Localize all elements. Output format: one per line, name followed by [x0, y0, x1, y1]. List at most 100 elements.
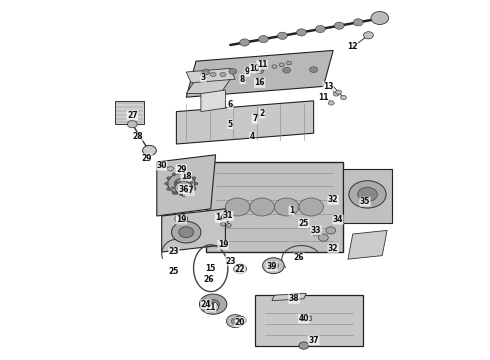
- Text: 29: 29: [176, 165, 187, 174]
- Circle shape: [175, 181, 193, 194]
- Circle shape: [168, 167, 173, 171]
- Text: 20: 20: [235, 318, 245, 327]
- Text: 14: 14: [215, 213, 226, 222]
- Text: 23: 23: [169, 248, 179, 256]
- Circle shape: [240, 39, 249, 46]
- Text: 27: 27: [127, 111, 138, 120]
- Text: 1: 1: [289, 206, 294, 215]
- Circle shape: [299, 342, 309, 349]
- Circle shape: [172, 173, 176, 176]
- Text: 30: 30: [156, 161, 167, 170]
- Circle shape: [187, 173, 191, 176]
- Text: 18: 18: [181, 172, 192, 181]
- Text: 9: 9: [245, 68, 250, 77]
- Circle shape: [179, 171, 183, 174]
- Polygon shape: [186, 79, 230, 94]
- Text: 4: 4: [250, 132, 255, 141]
- Polygon shape: [255, 295, 363, 346]
- Text: 15: 15: [205, 264, 216, 273]
- Text: 38: 38: [289, 294, 299, 303]
- Text: 22: 22: [235, 266, 245, 274]
- Text: 35: 35: [360, 197, 370, 206]
- Text: 36: 36: [178, 184, 189, 194]
- Circle shape: [225, 198, 250, 216]
- Text: 32: 32: [328, 195, 339, 204]
- Text: 32: 32: [328, 244, 339, 253]
- Text: 25: 25: [298, 219, 309, 228]
- Circle shape: [200, 300, 210, 307]
- Circle shape: [174, 193, 177, 195]
- Text: 26: 26: [203, 274, 214, 284]
- Circle shape: [353, 19, 363, 26]
- Circle shape: [172, 221, 201, 243]
- Text: 11: 11: [257, 60, 268, 69]
- Text: 6: 6: [228, 100, 233, 109]
- Circle shape: [326, 227, 336, 234]
- Circle shape: [192, 188, 196, 190]
- Circle shape: [336, 90, 342, 94]
- Circle shape: [311, 229, 321, 236]
- Text: 13: 13: [323, 82, 334, 91]
- Circle shape: [238, 319, 243, 322]
- Polygon shape: [186, 68, 235, 83]
- Polygon shape: [206, 162, 343, 252]
- Polygon shape: [162, 209, 225, 252]
- Circle shape: [167, 188, 171, 190]
- Circle shape: [310, 67, 318, 72]
- Circle shape: [296, 29, 306, 36]
- Circle shape: [172, 187, 174, 189]
- Text: 33: 33: [311, 226, 321, 235]
- Circle shape: [179, 227, 194, 238]
- Text: 39: 39: [267, 262, 277, 271]
- Circle shape: [174, 181, 177, 183]
- Circle shape: [274, 198, 299, 216]
- Text: 2: 2: [260, 109, 265, 118]
- Circle shape: [364, 32, 373, 39]
- Text: 31: 31: [222, 211, 233, 220]
- Circle shape: [256, 68, 264, 74]
- Text: 40: 40: [298, 314, 309, 323]
- Circle shape: [175, 214, 188, 224]
- Circle shape: [234, 316, 246, 325]
- Text: 8: 8: [240, 75, 245, 84]
- Text: 24: 24: [200, 300, 211, 309]
- Circle shape: [333, 92, 339, 96]
- Text: 10: 10: [249, 64, 260, 73]
- Polygon shape: [301, 316, 311, 321]
- Circle shape: [220, 222, 225, 226]
- Circle shape: [272, 65, 277, 68]
- Text: 25: 25: [169, 267, 179, 276]
- Circle shape: [199, 294, 227, 314]
- Text: 21: 21: [205, 303, 216, 312]
- Circle shape: [358, 187, 377, 202]
- Polygon shape: [176, 101, 314, 144]
- Circle shape: [279, 63, 284, 67]
- Text: 19: 19: [218, 240, 228, 249]
- Circle shape: [226, 315, 244, 328]
- Polygon shape: [157, 155, 216, 216]
- Circle shape: [174, 179, 188, 189]
- Circle shape: [277, 32, 287, 39]
- Circle shape: [200, 72, 206, 77]
- Bar: [115, 101, 144, 124]
- Circle shape: [269, 262, 278, 269]
- Circle shape: [250, 198, 274, 216]
- Circle shape: [341, 95, 346, 100]
- Text: 19: 19: [176, 215, 187, 224]
- Polygon shape: [348, 230, 387, 259]
- Text: 26: 26: [294, 253, 304, 262]
- Text: 3: 3: [201, 73, 206, 82]
- Circle shape: [207, 300, 220, 309]
- Circle shape: [167, 177, 171, 180]
- Circle shape: [127, 121, 137, 128]
- Circle shape: [334, 22, 344, 29]
- Circle shape: [205, 302, 219, 312]
- Circle shape: [328, 101, 334, 105]
- Circle shape: [178, 217, 184, 221]
- Circle shape: [182, 195, 185, 197]
- Text: 34: 34: [333, 215, 343, 224]
- Circle shape: [202, 69, 210, 75]
- Circle shape: [210, 72, 216, 77]
- Circle shape: [194, 182, 198, 185]
- Circle shape: [287, 61, 292, 65]
